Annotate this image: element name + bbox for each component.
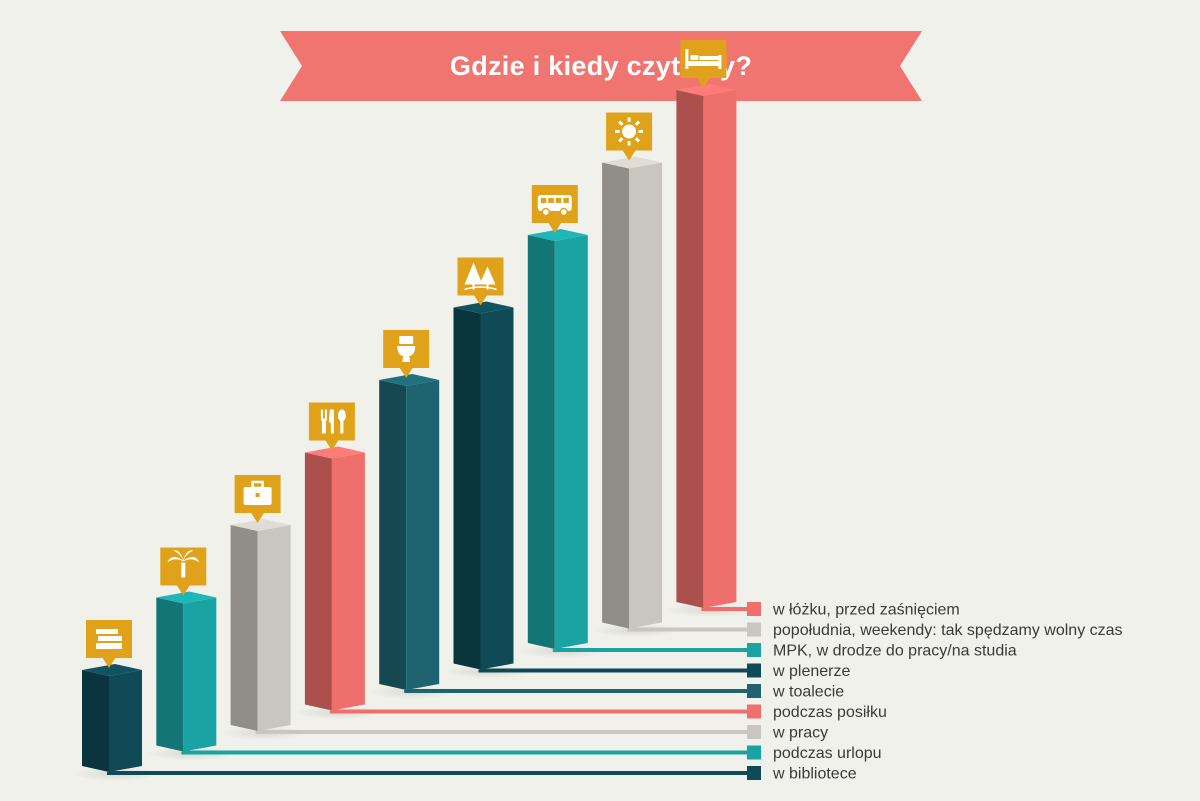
legend-swatch [747, 602, 761, 616]
bus-icon [537, 195, 572, 217]
legend-label: w bibliotece [772, 766, 857, 783]
legend-label: w plenerze [772, 663, 850, 680]
bar-connector-line [255, 730, 747, 734]
chart-bar [676, 84, 737, 608]
icon-marker [383, 330, 430, 378]
icon-marker [86, 620, 132, 668]
chart-bar [527, 229, 588, 649]
legend-swatch [747, 643, 761, 657]
legend-swatch [747, 684, 761, 698]
icon-marker [680, 40, 727, 88]
legend-label: popołudnia, weekendy: tak spędzamy wolny… [773, 622, 1123, 639]
bar-connector-line [107, 771, 747, 775]
chart-bar [304, 446, 365, 711]
briefcase-icon [243, 480, 272, 505]
legend-label: w toalecie [772, 684, 844, 701]
legend-label: MPK, w drodze do pracy/na studia [773, 643, 1017, 660]
icon-marker [160, 547, 207, 596]
chart-bar [230, 519, 291, 731]
chart-bar [453, 301, 514, 670]
title-banner [280, 31, 922, 101]
bar-connector-line [329, 709, 747, 714]
legend-swatch [747, 622, 761, 637]
legend-swatch [747, 725, 761, 739]
legend-label: w pracy [772, 725, 828, 742]
icon-marker [308, 402, 355, 451]
icon-marker [606, 112, 653, 161]
legend-swatch [747, 766, 761, 780]
legend-swatch [747, 663, 761, 678]
icon-marker [234, 475, 281, 523]
trees-icon [464, 262, 497, 291]
palm-tree-icon [167, 550, 200, 578]
legend-swatch [747, 704, 761, 719]
bar-connector-line [552, 648, 747, 652]
toilet-icon [397, 336, 416, 362]
sun-icon [615, 117, 644, 146]
bar-connector-line [181, 750, 747, 755]
books-icon [96, 629, 122, 649]
icon-marker [457, 257, 504, 306]
chart-bar [156, 591, 217, 752]
chart-bar [379, 374, 440, 690]
legend-swatch [747, 745, 761, 760]
icon-marker [531, 185, 578, 233]
cutlery-icon [320, 409, 346, 434]
legend-label: podczas posiłku [773, 704, 887, 721]
bed-icon [685, 49, 722, 69]
bar-connector-line [701, 607, 747, 611]
bar-connector-line [478, 668, 747, 673]
legend-label: w łóżku, przed zaśnięciem [772, 602, 960, 619]
legend-label: podczas urlopu [773, 745, 882, 762]
chart-bar [602, 156, 663, 629]
bar-connector-line [627, 627, 747, 632]
chart-bar [82, 664, 142, 772]
bar-connector-line [404, 689, 747, 693]
